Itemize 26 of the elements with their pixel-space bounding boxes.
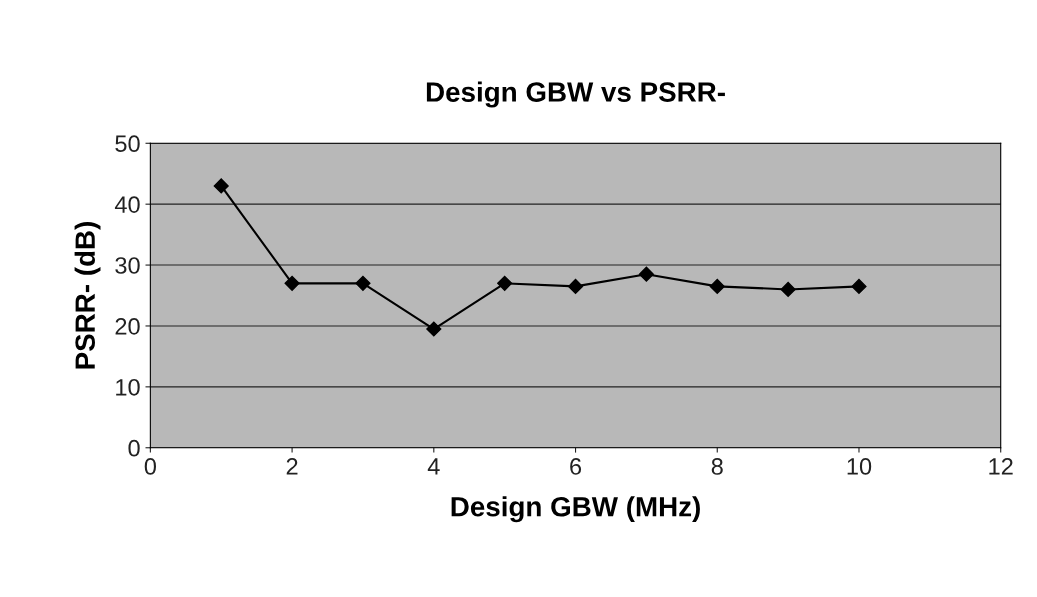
x-tick-label: 6	[570, 458, 582, 475]
point	[780, 281, 796, 297]
y-tick-label: 0	[128, 439, 140, 457]
point	[497, 275, 513, 291]
point	[709, 278, 725, 294]
y-tick-label: 30	[115, 257, 140, 274]
y-axis-title: PSRR- (dB)	[74, 222, 101, 369]
point	[284, 275, 300, 291]
x-tick-label: 0	[144, 458, 157, 475]
x-tick-label: 10	[847, 458, 872, 475]
point	[567, 278, 584, 294]
point	[426, 321, 442, 337]
point	[213, 178, 229, 194]
y-tick-label: 50	[115, 135, 140, 153]
y-tick-label: 10	[116, 378, 140, 396]
chart-title: Design GBW vs PSRR-	[426, 81, 725, 108]
point	[638, 266, 654, 282]
y-tick-label: 40	[114, 196, 140, 213]
x-tick-label: 2	[286, 458, 298, 475]
x-axis-title: Design GBW (MHz)	[451, 496, 700, 523]
x-tick-label: 12	[989, 458, 1013, 475]
point	[851, 278, 867, 294]
x-tick-label: 8	[711, 458, 723, 475]
point	[355, 275, 371, 291]
y-tick-label: 20	[115, 318, 140, 335]
x-tick-label: 4	[427, 458, 440, 475]
